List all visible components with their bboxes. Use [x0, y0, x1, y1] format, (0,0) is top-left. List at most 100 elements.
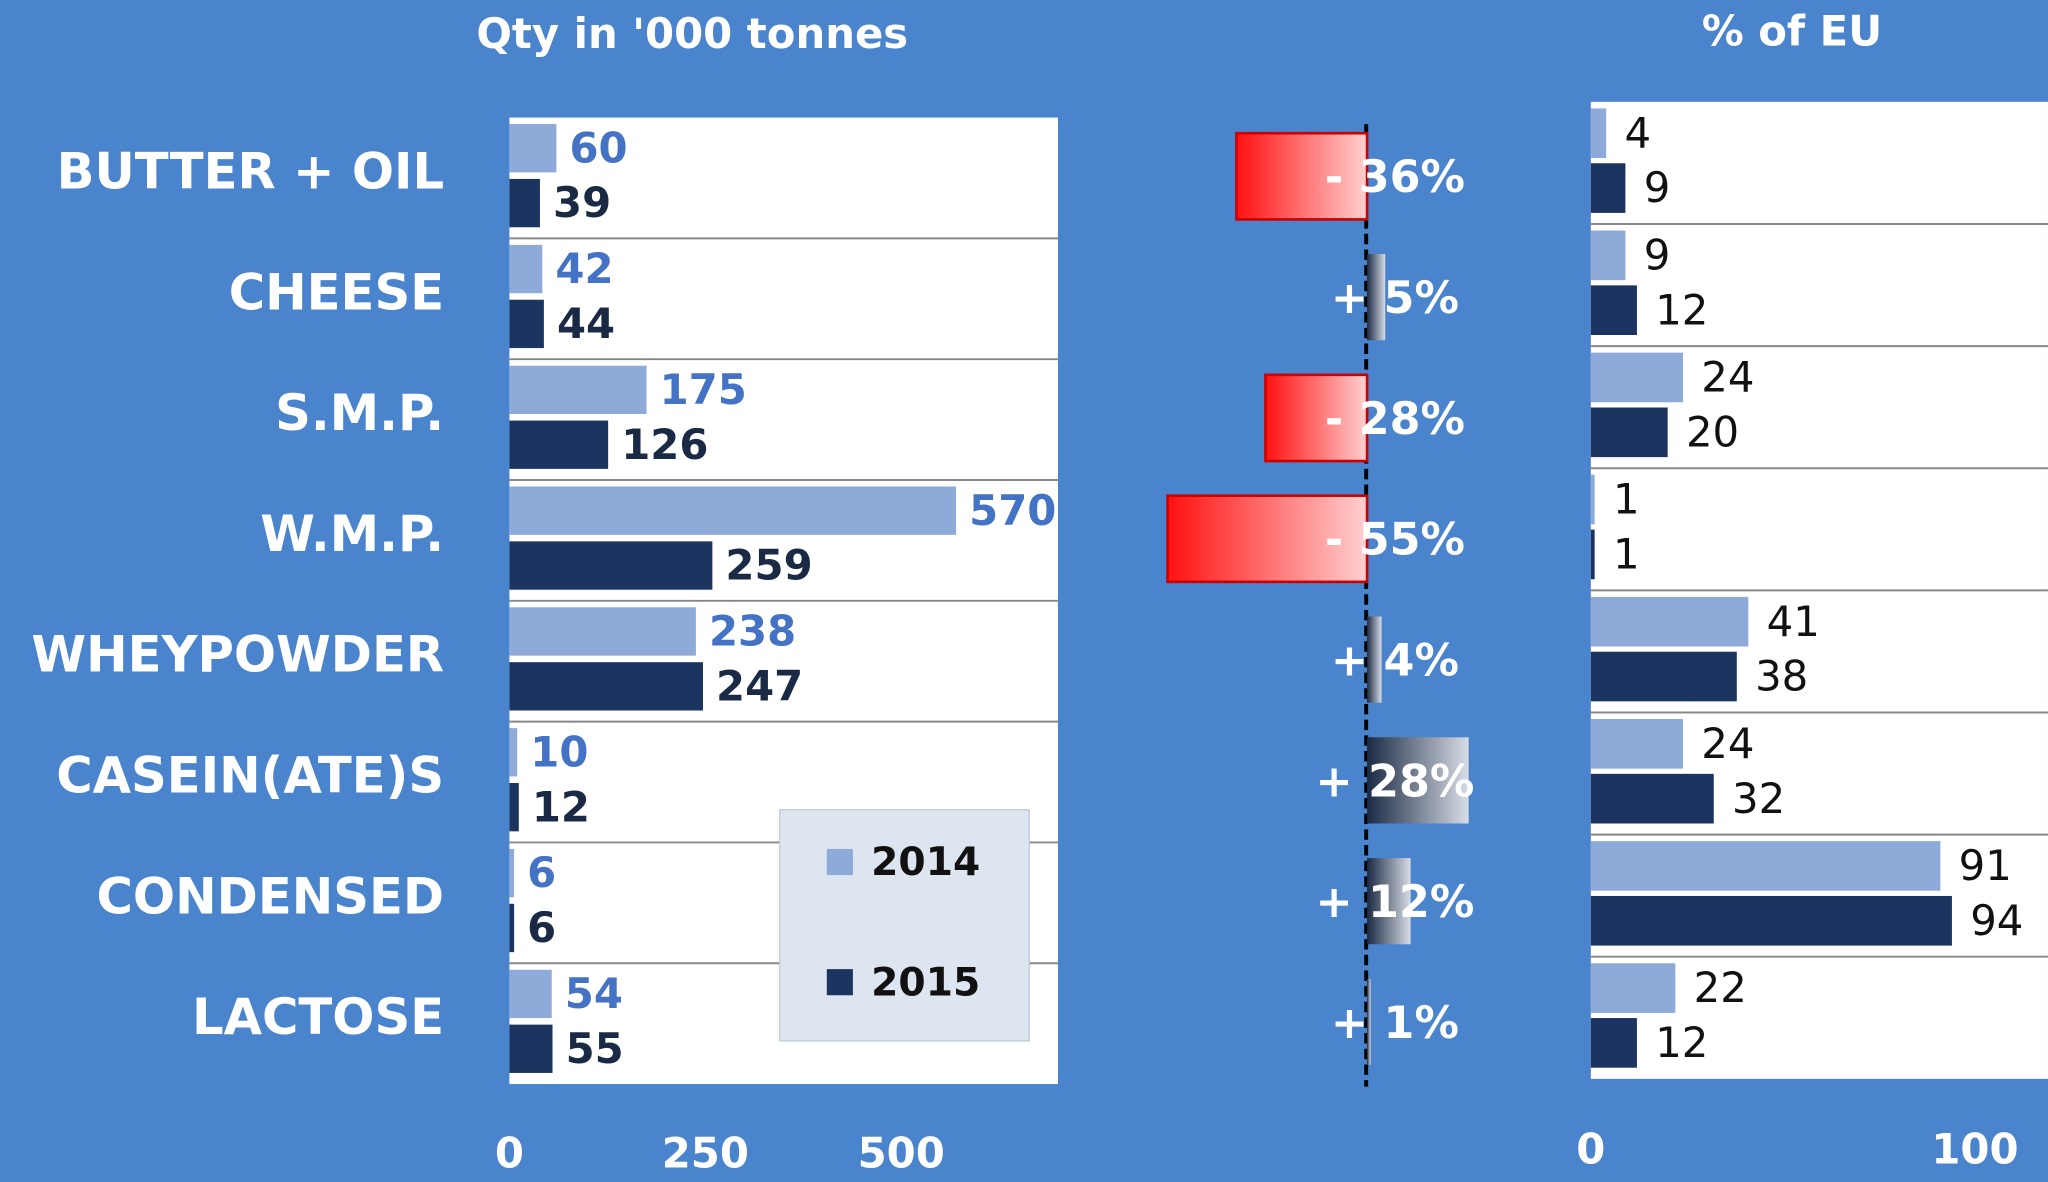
value-label: 22: [1694, 963, 1747, 1012]
bar: [1590, 895, 1952, 946]
change-bar: [1367, 858, 1411, 945]
value-label: 60: [569, 123, 627, 172]
bar: [1590, 529, 1595, 580]
legend-swatch: [826, 969, 853, 996]
bar: [1590, 773, 1714, 824]
value-label: 570: [969, 486, 1056, 535]
bar: [1590, 841, 1941, 891]
chart-title: Qty in '000 tonnes: [476, 9, 908, 58]
bar: [509, 486, 957, 535]
bar: [509, 1024, 553, 1073]
value-label: 175: [660, 365, 747, 414]
bar: [1590, 596, 1749, 647]
value-label: 55: [566, 1024, 624, 1073]
bar: [1590, 230, 1626, 281]
bar: [1590, 285, 1637, 336]
category-label: W.M.P.: [260, 505, 444, 563]
change-bar: [1367, 254, 1386, 341]
value-label: 38: [1755, 652, 1808, 701]
value-label: 126: [621, 420, 708, 469]
category-label: S.M.P.: [275, 384, 444, 442]
bar: [509, 969, 552, 1019]
bar: [509, 662, 703, 711]
value-label: 94: [1970, 896, 2023, 945]
value-label: + 12%: [1315, 877, 1474, 928]
bar: [509, 541, 713, 590]
value-label: 12: [532, 782, 590, 831]
value-label: 24: [1701, 353, 1754, 402]
bar: [509, 782, 519, 832]
legend-label: 2014: [871, 840, 980, 885]
bar: [1590, 963, 1676, 1013]
change-bar: [1264, 373, 1369, 463]
category-label: WHEYPOWDER: [31, 626, 444, 684]
bar: [1590, 651, 1737, 702]
bar: [1590, 718, 1684, 769]
x-tick-label: 100: [1931, 1124, 2018, 1173]
bar: [509, 365, 647, 415]
x-tick-label: 0: [1576, 1124, 1605, 1173]
category-label: CASEIN(ATE)S: [56, 747, 444, 805]
bar: [509, 848, 515, 898]
value-label: - 28%: [1325, 394, 1465, 445]
bar: [509, 178, 540, 228]
change-bar: [1367, 737, 1469, 824]
bar: [1590, 352, 1684, 403]
value-label: 20: [1686, 407, 1739, 456]
legend-label: 2015: [871, 960, 980, 1005]
value-label: 12: [1655, 285, 1708, 334]
value-label: 9: [1644, 163, 1671, 212]
category-label: CONDENSED: [97, 867, 445, 925]
value-label: 24: [1701, 719, 1754, 768]
value-label: 91: [1959, 841, 2012, 890]
bar: [509, 728, 518, 777]
bar: [509, 244, 543, 294]
value-label: 12: [1655, 1018, 1708, 1067]
value-label: 4: [1624, 108, 1651, 157]
value-label: 42: [555, 244, 613, 293]
value-label: 10: [530, 727, 588, 776]
category-label: CHEESE: [229, 263, 444, 321]
bar: [509, 299, 544, 349]
bar: [1590, 407, 1668, 458]
bar: [509, 903, 515, 953]
value-label: 1: [1613, 475, 1640, 524]
x-tick-label: 0: [495, 1128, 524, 1177]
value-label: + 5%: [1331, 273, 1459, 324]
x-tick-label: 250: [662, 1128, 749, 1177]
bar: [1590, 474, 1595, 525]
value-label: - 36%: [1325, 152, 1465, 203]
value-label: 259: [725, 541, 812, 590]
value-label: 6: [527, 848, 556, 897]
value-label: - 55%: [1325, 515, 1465, 566]
legend-swatch: [826, 848, 853, 876]
value-label: + 28%: [1315, 756, 1474, 807]
bar: [509, 420, 609, 469]
value-label: 39: [553, 178, 611, 227]
value-label: 44: [557, 299, 615, 348]
value-label: + 1%: [1331, 998, 1459, 1049]
chart-title: % of EU: [1702, 6, 1882, 55]
value-label: 41: [1767, 597, 1820, 646]
x-tick-label: 500: [858, 1128, 945, 1177]
value-label: 54: [565, 969, 623, 1018]
bar: [1590, 1018, 1637, 1068]
value-label: 6: [527, 903, 556, 952]
value-label: 32: [1732, 774, 1785, 823]
value-label: 247: [716, 661, 803, 710]
value-label: 9: [1644, 230, 1671, 279]
change-bar: [1367, 978, 1371, 1066]
change-bar: [1235, 131, 1369, 221]
value-label: 1: [1613, 530, 1640, 579]
bar: [509, 607, 696, 656]
bar: [1590, 108, 1607, 159]
change-bar: [1367, 616, 1382, 703]
bar: [509, 124, 557, 173]
category-label: BUTTER + OIL: [57, 143, 444, 201]
bar: [1590, 163, 1626, 213]
value-label: 238: [709, 607, 796, 656]
legend-box: [779, 809, 1030, 1042]
category-label: LACTOSE: [192, 988, 444, 1046]
change-bar: [1166, 494, 1369, 584]
